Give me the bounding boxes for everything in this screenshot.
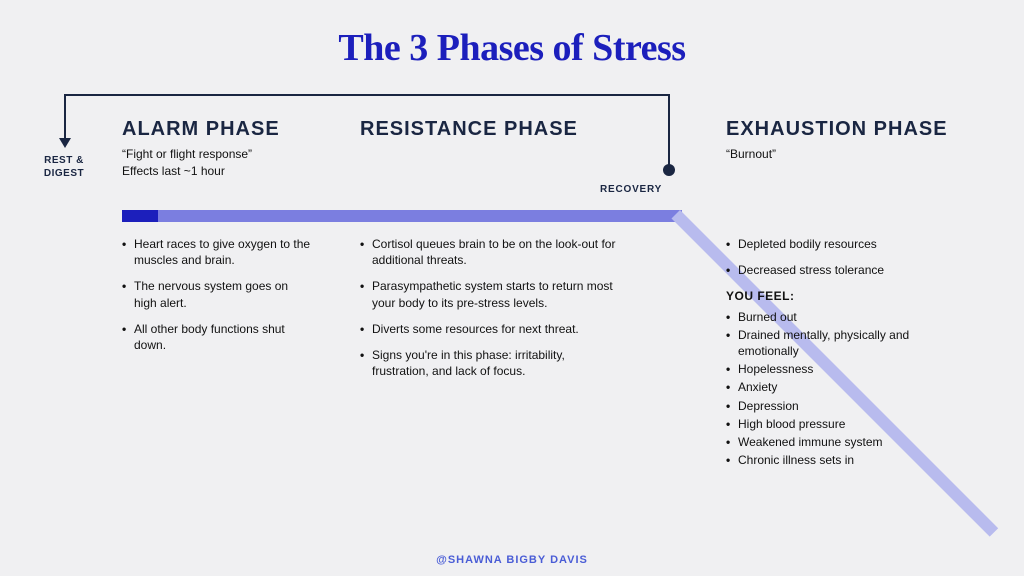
list-item: Drained mentally, physically and emotion… (726, 327, 966, 359)
list-item: Heart races to give oxygen to the muscle… (122, 236, 312, 268)
list-item: Anxiety (726, 379, 966, 395)
list-item: Chronic illness sets in (726, 452, 966, 468)
resistance-bullets: Cortisol queues brain to be on the look-… (360, 236, 620, 389)
bracket-right-drop (668, 94, 670, 166)
alarm-subtitle: “Fight or flight response” Effects last … (122, 146, 252, 180)
timeline-bar-resistance (158, 210, 682, 222)
endpoint-dot-icon (663, 164, 675, 176)
list-item: Diverts some resources for next threat. (360, 321, 620, 337)
list-item: Decreased stress tolerance (726, 262, 966, 278)
phase-heading-resistance: RESISTANCE PHASE (360, 118, 578, 141)
list-item: Cortisol queues brain to be on the look-… (360, 236, 620, 268)
arrow-down-icon (59, 138, 71, 148)
list-item: All other body functions shut down. (122, 321, 312, 353)
list-item: Burned out (726, 309, 966, 325)
list-item: Weakened immune system (726, 434, 966, 450)
list-item: Depleted bodily resources (726, 236, 966, 252)
recovery-label: RECOVERY (600, 184, 662, 195)
list-item: Depression (726, 398, 966, 414)
credit-line: @SHAWNA BIGBY DAVIS (0, 554, 1024, 566)
alarm-bullets: Heart races to give oxygen to the muscle… (122, 236, 312, 363)
page-title: The 3 Phases of Stress (0, 0, 1024, 70)
bracket-top (64, 94, 670, 96)
timeline-bar-alarm (122, 210, 158, 222)
exhaustion-subtitle: “Burnout” (726, 146, 776, 163)
bracket-left-drop (64, 94, 66, 140)
list-item: The nervous system goes on high alert. (122, 278, 312, 310)
list-item: Hopelessness (726, 361, 966, 377)
phase-heading-alarm: ALARM PHASE (122, 118, 280, 141)
list-item: High blood pressure (726, 416, 966, 432)
list-item: Signs you're in this phase: irritability… (360, 347, 620, 379)
exhaustion-bullets: Depleted bodily resources Decreased stre… (726, 236, 966, 470)
phase-heading-exhaustion: EXHAUSTION PHASE (726, 118, 948, 141)
rest-digest-label: REST &DIGEST (32, 154, 96, 180)
list-item: Parasympathetic system starts to return … (360, 278, 620, 310)
you-feel-label: YOU FEEL: (726, 288, 966, 304)
